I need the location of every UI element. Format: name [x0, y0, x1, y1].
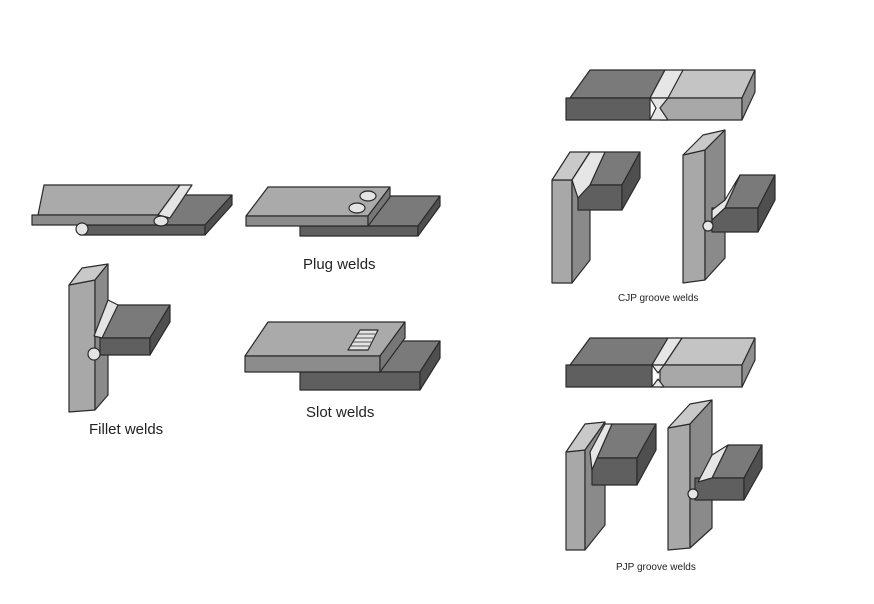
- cjp-right-plate-side: [741, 69, 756, 121]
- cjp-t-weld: [711, 174, 741, 221]
- branch-plate-side: [149, 304, 171, 356]
- fillet-weld-under: [75, 222, 89, 236]
- pjp-corner-vertical-front: [565, 449, 586, 551]
- vertical-plate-front: [68, 279, 96, 413]
- slot-upper-plate-front: [244, 355, 381, 373]
- slot-weld-joint: [244, 321, 441, 391]
- pjp-t-vertical-front: [667, 423, 691, 551]
- cjp-t-weld-root: [702, 220, 714, 232]
- pjp-groove-welds-label: PJP groove welds: [616, 562, 696, 573]
- slot-upper-plate-top: [244, 321, 406, 357]
- cjp-right-plate-front: [659, 97, 743, 121]
- pjp-left-plate-front: [565, 364, 653, 388]
- cjp-t-vertical-side: [704, 129, 726, 281]
- cjp-groove-welds-label: CJP groove welds: [618, 293, 699, 304]
- fillet-welds-label: Fillet welds: [89, 421, 164, 438]
- pjp-corner-joint: [565, 421, 657, 551]
- t-fillet-weld-bottom: [87, 347, 101, 361]
- upper-plate-front: [31, 214, 159, 226]
- slot-lower-plate-side: [419, 340, 441, 391]
- pjp-t-branch-side: [743, 444, 763, 501]
- lower-plate-front: [79, 224, 206, 236]
- plug-weld-1: [359, 190, 377, 202]
- pjp-weld-front-upper: [651, 364, 665, 374]
- pjp-corner-branch-front: [591, 457, 638, 486]
- slot-lower-plate-front: [299, 371, 421, 391]
- cjp-corner-joint: [551, 151, 641, 284]
- fillet-t-joint: [68, 263, 171, 413]
- fillet-lap-joint: [31, 184, 233, 236]
- cjp-corner-branch-side: [621, 151, 641, 211]
- lower-plate-side: [204, 194, 233, 236]
- cjp-butt-joint: [565, 69, 756, 121]
- plug-weld-joint: [245, 186, 441, 237]
- pjp-corner-branch-side: [636, 423, 657, 486]
- slot-welds-label: Slot welds: [306, 404, 375, 421]
- cjp-left-plate-front: [565, 97, 651, 121]
- plug-lower-plate-front: [299, 225, 419, 237]
- cjp-corner-vertical-front: [551, 179, 573, 284]
- pjp-left-plate-top: [569, 337, 669, 366]
- fillet-weld-end: [153, 215, 169, 227]
- plug-welds-label: Plug welds: [303, 256, 376, 273]
- pjp-t-weld-root: [687, 488, 699, 500]
- plug-weld-2: [348, 202, 366, 214]
- pjp-right-plate-side: [741, 337, 756, 388]
- cjp-t-vertical-front: [682, 149, 706, 284]
- slot-upper-plate-side: [379, 321, 406, 373]
- pjp-t-joint: [667, 399, 763, 551]
- pjp-t-weld: [697, 444, 729, 483]
- pjp-weld-front-lower: [651, 378, 665, 388]
- upper-plate-top: [37, 184, 181, 216]
- pjp-t-vertical-side: [689, 399, 713, 549]
- cjp-t-branch-side: [757, 174, 776, 233]
- t-fillet-weld-top: [93, 299, 119, 339]
- cjp-t-joint: [682, 129, 776, 284]
- plug-upper-plate-front: [245, 215, 369, 227]
- fillet-weld-bead: [157, 184, 193, 219]
- cjp-left-plate-top: [569, 69, 666, 99]
- cjp-weld-front: [649, 97, 669, 121]
- cjp-corner-weld: [571, 151, 606, 199]
- plug-upper-plate-side: [367, 186, 391, 227]
- slot-weld-bead: [347, 329, 379, 351]
- pjp-corner-weld: [589, 423, 613, 471]
- pjp-right-plate-front: [659, 364, 743, 388]
- pjp-butt-joint: [565, 337, 756, 388]
- plug-lower-plate-side: [417, 195, 441, 237]
- branch-plate-front: [99, 337, 151, 356]
